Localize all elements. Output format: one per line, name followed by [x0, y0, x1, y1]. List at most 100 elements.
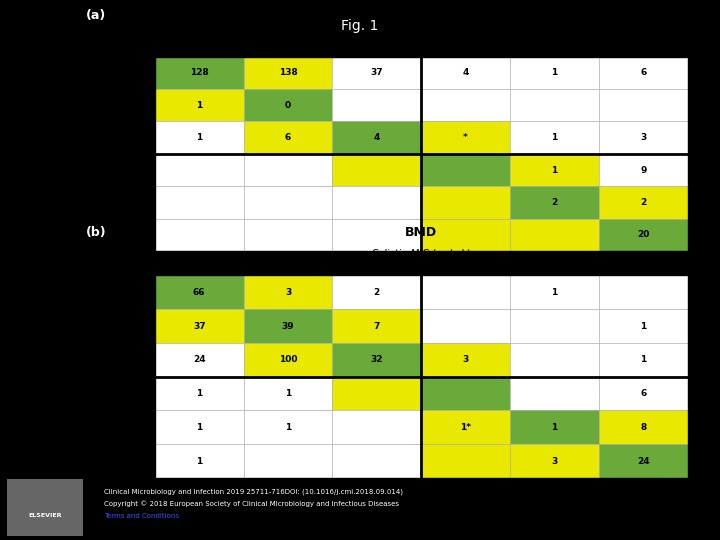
- Text: 1: 1: [552, 288, 557, 297]
- Bar: [155, 377, 243, 410]
- Bar: [333, 410, 421, 444]
- Bar: [333, 343, 421, 377]
- Bar: [599, 275, 688, 309]
- Bar: [421, 309, 510, 343]
- Bar: [599, 122, 688, 154]
- Text: 20: 20: [637, 231, 649, 239]
- Text: 1: 1: [139, 100, 146, 110]
- Bar: [510, 219, 599, 251]
- Text: 37: 37: [193, 321, 205, 330]
- Bar: [421, 57, 510, 89]
- Text: 37: 37: [371, 69, 383, 77]
- Text: BMD: BMD: [405, 9, 437, 22]
- Bar: [599, 410, 688, 444]
- Bar: [421, 89, 510, 122]
- Text: 1: 1: [640, 355, 647, 364]
- Bar: [333, 309, 421, 343]
- Text: 2: 2: [374, 46, 380, 57]
- Bar: [421, 122, 510, 154]
- Text: 39: 39: [282, 321, 294, 330]
- Text: 8: 8: [139, 422, 146, 433]
- Text: ELSEVIER: ELSEVIER: [28, 514, 62, 518]
- Bar: [155, 410, 243, 444]
- Bar: [599, 377, 688, 410]
- Text: 1: 1: [552, 166, 557, 174]
- Text: Colistin MIC (μg/mL): Colistin MIC (μg/mL): [372, 31, 471, 41]
- Text: 1: 1: [139, 321, 146, 331]
- Bar: [155, 444, 243, 478]
- Text: 3: 3: [552, 456, 557, 465]
- Bar: [155, 219, 243, 251]
- Bar: [421, 186, 510, 219]
- Text: ≤0.5: ≤0.5: [120, 68, 146, 78]
- Text: 8: 8: [640, 423, 647, 432]
- Bar: [510, 154, 599, 186]
- Bar: [155, 89, 243, 122]
- Text: 4: 4: [139, 388, 146, 399]
- Bar: [243, 343, 333, 377]
- Bar: [155, 186, 243, 219]
- Text: 9: 9: [640, 166, 647, 174]
- Text: 7: 7: [374, 321, 380, 330]
- Text: ≥16: ≥16: [125, 230, 146, 240]
- Bar: [243, 219, 333, 251]
- Bar: [421, 219, 510, 251]
- Bar: [243, 186, 333, 219]
- Text: 2: 2: [552, 198, 557, 207]
- Text: 1: 1: [285, 389, 291, 398]
- Bar: [421, 275, 510, 309]
- Bar: [510, 309, 599, 343]
- Text: 0: 0: [285, 101, 291, 110]
- Text: Colistin MIC (μg/mL): Colistin MIC (μg/mL): [97, 111, 106, 197]
- Text: 4: 4: [462, 265, 469, 275]
- Bar: [510, 410, 599, 444]
- Bar: [510, 444, 599, 478]
- Bar: [599, 219, 688, 251]
- Text: 1: 1: [196, 456, 202, 465]
- Bar: [510, 57, 599, 89]
- Bar: [155, 309, 243, 343]
- Text: 1: 1: [552, 69, 557, 77]
- Bar: [243, 154, 333, 186]
- Text: 1: 1: [196, 389, 202, 398]
- Text: 1: 1: [552, 423, 557, 432]
- Text: 1: 1: [196, 101, 202, 110]
- Bar: [333, 444, 421, 478]
- Text: 4: 4: [139, 165, 146, 175]
- Bar: [510, 186, 599, 219]
- Text: 3: 3: [462, 355, 469, 364]
- Text: 24: 24: [637, 456, 649, 465]
- Text: 1: 1: [552, 133, 557, 142]
- Text: 3: 3: [285, 288, 291, 297]
- Bar: [599, 57, 688, 89]
- Bar: [155, 275, 243, 309]
- Text: 1: 1: [196, 423, 202, 432]
- Bar: [243, 410, 333, 444]
- Bar: [333, 275, 421, 309]
- Text: 1: 1: [284, 46, 292, 57]
- Text: 128: 128: [190, 69, 209, 77]
- Bar: [333, 89, 421, 122]
- Bar: [599, 343, 688, 377]
- Bar: [243, 377, 333, 410]
- Bar: [421, 377, 510, 410]
- Text: 4: 4: [374, 133, 380, 142]
- Text: 2: 2: [139, 133, 146, 143]
- Text: Terms and Conditions: Terms and Conditions: [104, 513, 179, 519]
- Text: 1: 1: [196, 133, 202, 142]
- Bar: [243, 122, 333, 154]
- Bar: [421, 343, 510, 377]
- Text: 2: 2: [640, 198, 647, 207]
- Bar: [510, 275, 599, 309]
- Bar: [599, 89, 688, 122]
- Text: 24: 24: [193, 355, 205, 364]
- Bar: [333, 186, 421, 219]
- Text: BMD: BMD: [405, 226, 437, 239]
- Bar: [243, 309, 333, 343]
- Bar: [243, 89, 333, 122]
- Text: 8: 8: [139, 198, 146, 207]
- Text: *: *: [463, 133, 468, 142]
- Bar: [333, 219, 421, 251]
- Text: 8: 8: [551, 265, 558, 275]
- Bar: [599, 154, 688, 186]
